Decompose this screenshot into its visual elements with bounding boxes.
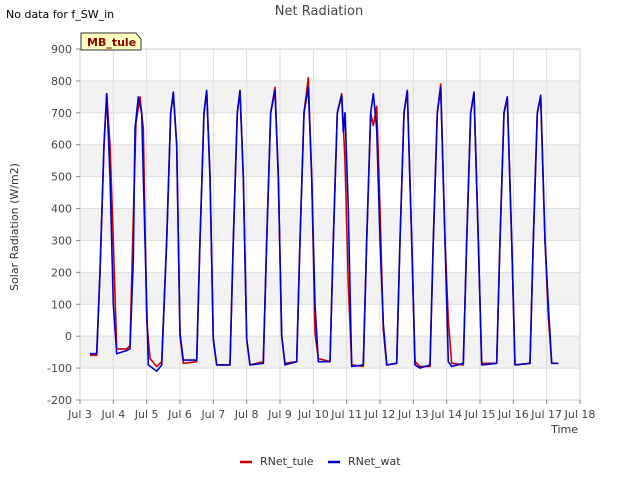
x-tick-label: Jul 8 [234, 408, 259, 421]
x-tick-label: Jul 14 [430, 408, 462, 421]
site-badge-label: MB_tule [87, 36, 136, 49]
plot-band [80, 80, 580, 113]
axes [79, 48, 581, 401]
x-tick-label: Jul 17 [530, 408, 562, 421]
x-tick-label: Jul 5 [134, 408, 159, 421]
plot-band [80, 208, 580, 241]
legend-label-RNet_tule: RNet_tule [260, 455, 314, 468]
legend-label-RNet_wat: RNet_wat [348, 455, 401, 468]
x-tick-label: Jul 10 [297, 408, 329, 421]
series-layer [90, 76, 559, 373]
y-tick-label: 300 [51, 234, 72, 247]
plot-band [80, 272, 580, 305]
y-tick-label: -100 [47, 362, 72, 375]
y-axis-ticks: -200 -100 0 100 200 300 400 500 600 700 800 900 [47, 43, 80, 407]
x-tick-label: Jul 11 [330, 408, 362, 421]
x-tick-label: Jul 7 [200, 408, 225, 421]
x-tick-label: Jul 6 [167, 408, 192, 421]
y-tick-label: -200 [47, 394, 72, 407]
plot-band [80, 144, 580, 177]
y-tick-label: 700 [51, 107, 72, 120]
site-badge: MB_tule [80, 32, 142, 51]
y-tick-label: 0 [65, 330, 72, 343]
x-tick-label: Jul 4 [100, 408, 125, 421]
x-tick-label: Jul 9 [267, 408, 292, 421]
x-tick-label: Jul 3 [67, 408, 92, 421]
x-tick-label: Jul 12 [364, 408, 396, 421]
legend: RNet_tule RNet_wat [240, 455, 401, 468]
x-tick-label: Jul 13 [397, 408, 429, 421]
y-tick-label: 800 [51, 75, 72, 88]
y-tick-label: 500 [51, 171, 72, 184]
x-axis-label: Time [550, 423, 578, 436]
series-line-RNet_wat [90, 86, 559, 373]
x-axis-ticks: Jul 3 Jul 4 Jul 5 Jul 6 Jul 7 Jul 8 Jul 9 Jul 1… [67, 400, 595, 421]
y-tick-label: 100 [51, 298, 72, 311]
no-data-note: No data for f_SW_in [6, 8, 114, 21]
x-tick-label: Jul 16 [497, 408, 529, 421]
y-tick-label: 400 [51, 203, 72, 216]
y-tick-label: 600 [51, 139, 72, 152]
y-tick-label: 200 [51, 266, 72, 279]
x-tick-label: Jul 18 [564, 408, 596, 421]
plot-frame [79, 48, 581, 401]
x-tick-label: Jul 15 [464, 408, 496, 421]
site-badge-box [80, 32, 142, 51]
y-axis-label: Solar Radiation (W/m2) [8, 163, 21, 291]
chart-title: Net Radiation [275, 4, 363, 19]
y-tick-label: 900 [51, 43, 72, 56]
